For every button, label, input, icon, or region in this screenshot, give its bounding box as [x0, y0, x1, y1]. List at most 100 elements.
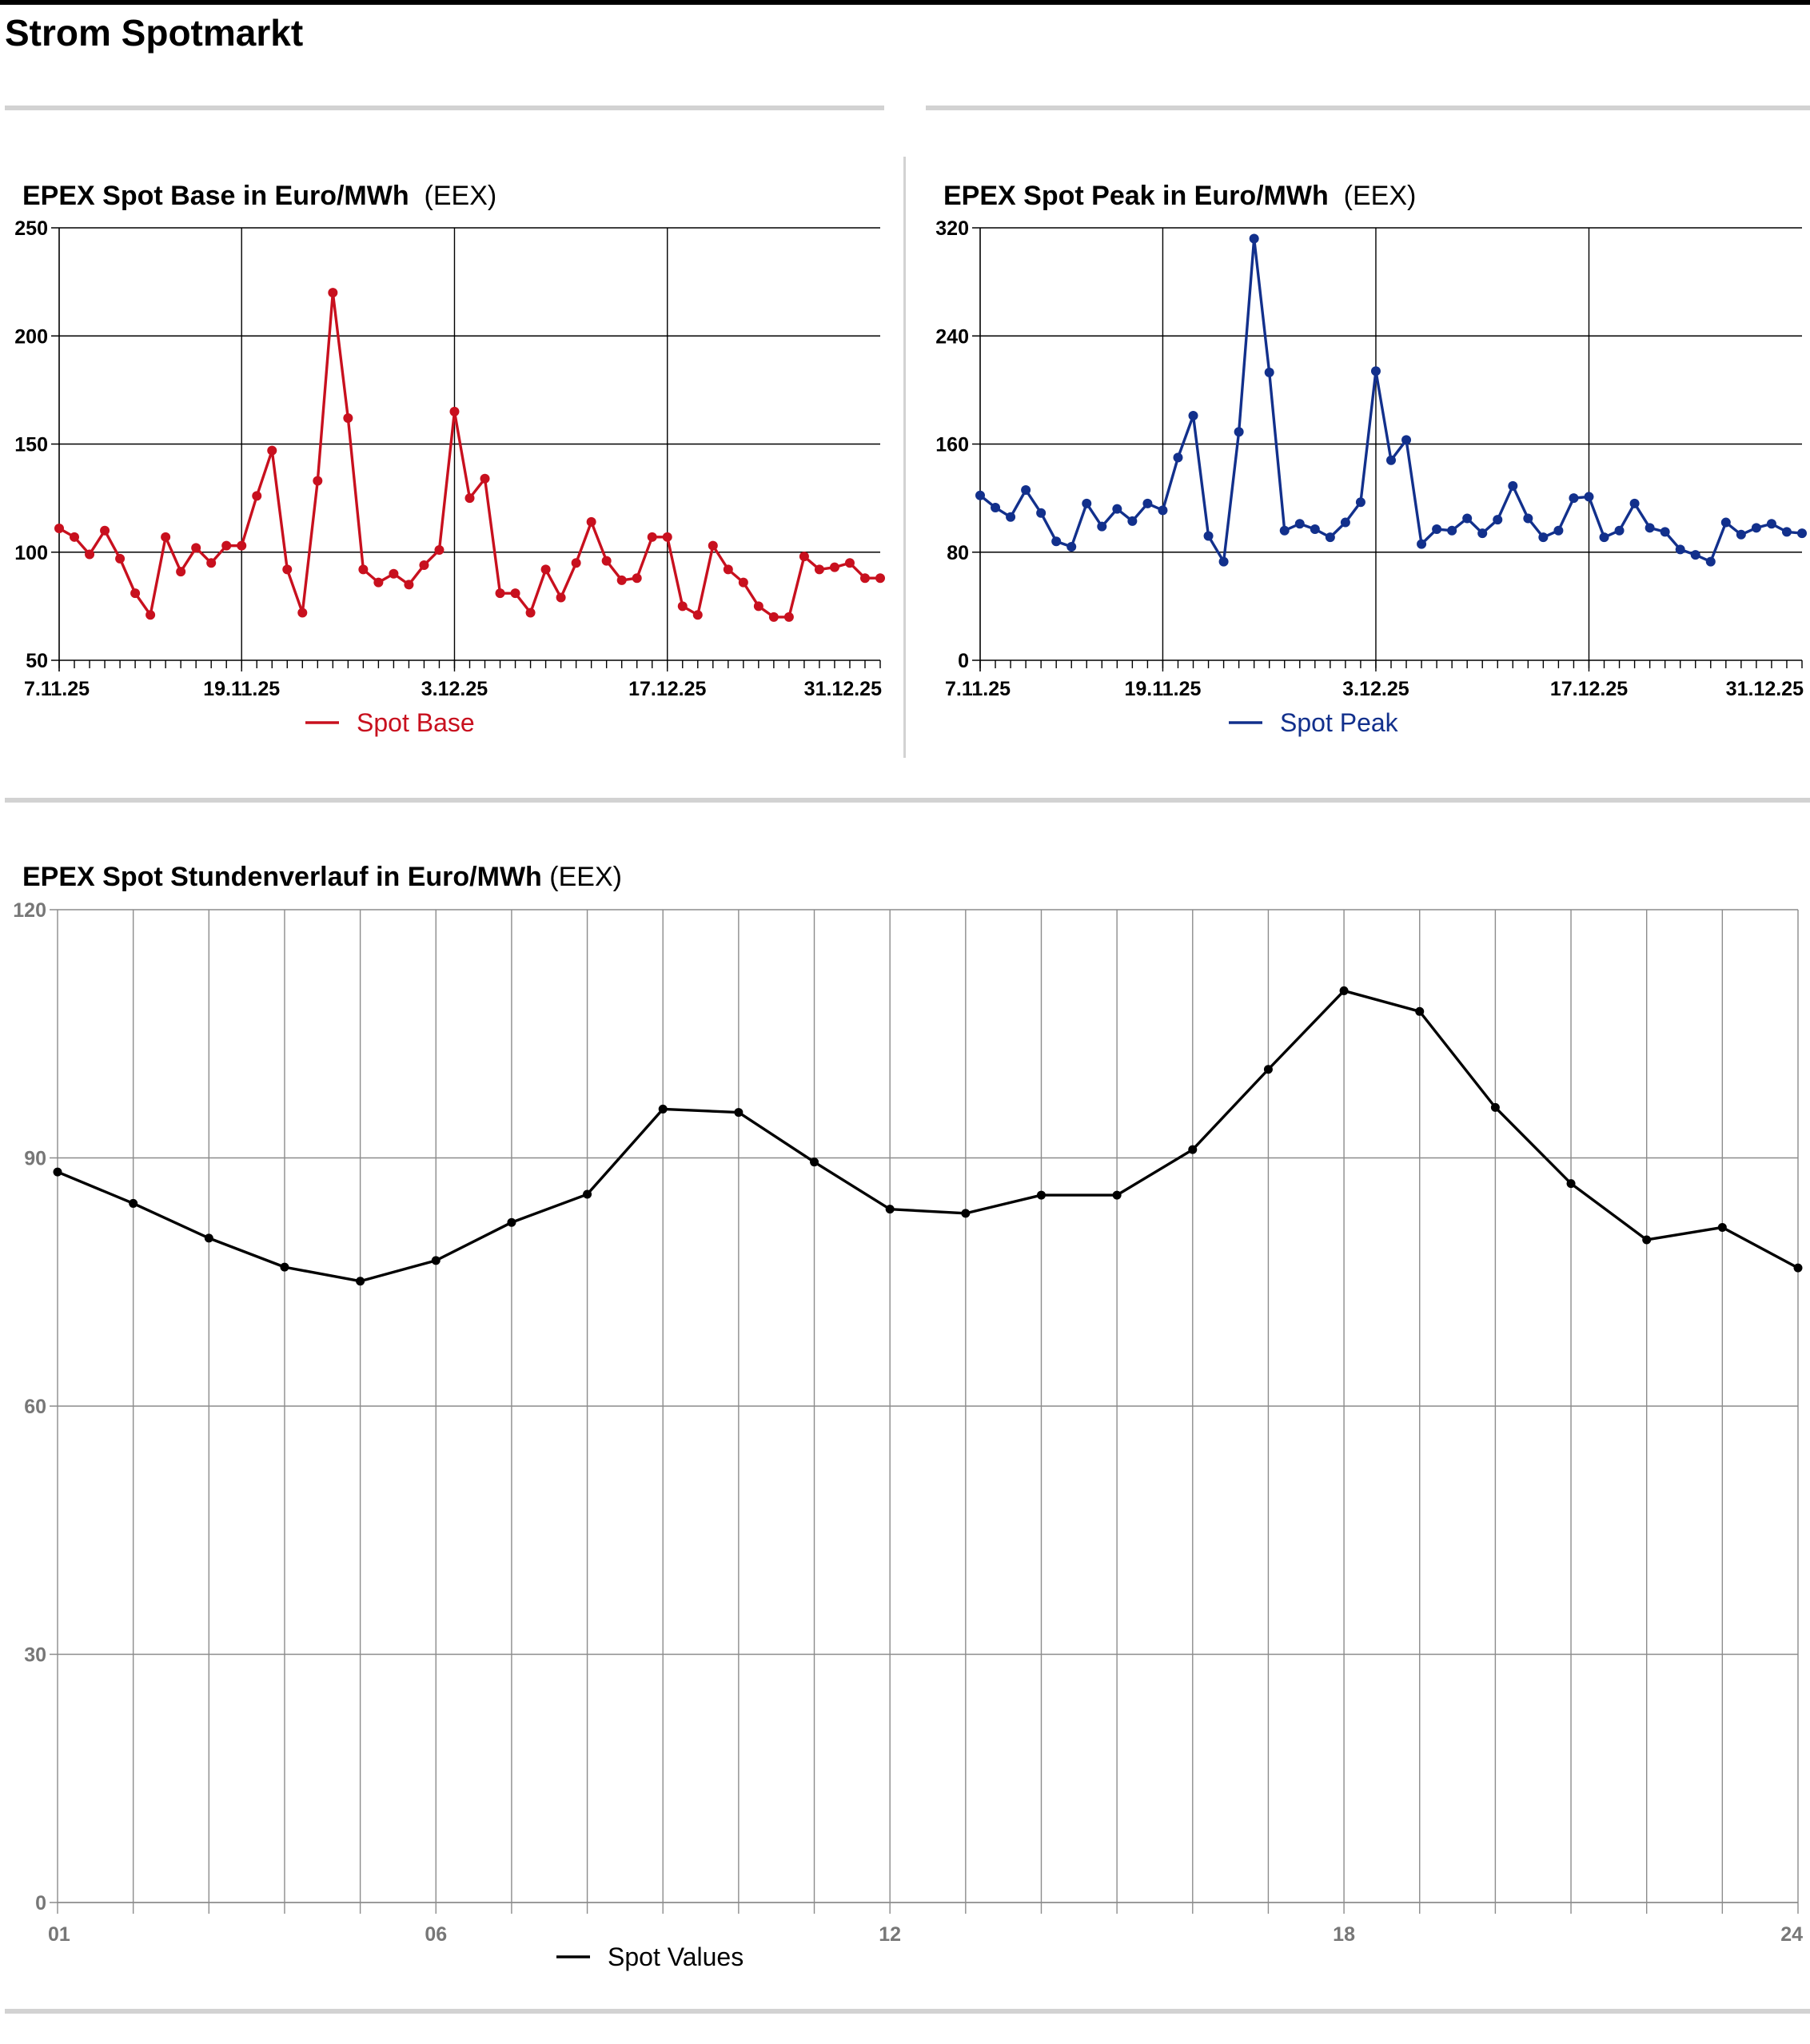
top-border: [0, 0, 1810, 5]
peak-y-tick-label: 80: [947, 542, 969, 564]
base-data-point: [221, 540, 232, 551]
base-data-point: [161, 532, 171, 542]
hourly-data-point: [961, 1209, 971, 1218]
peak-data-point: [1660, 527, 1670, 537]
peak-chart-title-text: EPEX Spot Peak in Euro/MWh: [943, 181, 1329, 211]
peak-data-point: [1386, 455, 1396, 465]
peak-data-point: [991, 502, 1001, 512]
hourly-x-tick-label: 12: [879, 1923, 901, 1946]
base-data-point: [692, 610, 703, 620]
hourly-data-point: [129, 1198, 138, 1208]
peak-data-point: [1021, 484, 1031, 495]
base-data-point: [677, 601, 688, 612]
peak-y-tick-label: 160: [935, 434, 969, 456]
hourly-data-point: [204, 1233, 213, 1243]
base-data-point: [586, 516, 596, 527]
base-chart-source: (EEX): [424, 181, 497, 211]
peak-data-point: [1508, 480, 1518, 491]
base-data-point: [632, 573, 642, 584]
base-y-tick-label: 150: [14, 434, 48, 456]
hourly-data-point: [1188, 1145, 1198, 1154]
base-data-point: [206, 558, 217, 568]
base-data-point: [100, 525, 110, 536]
hourly-x-tick-label: 18: [1333, 1923, 1355, 1946]
hourly-data-point: [1566, 1179, 1576, 1189]
base-data-point: [115, 553, 126, 564]
peak-y-tick-label: 0: [958, 650, 969, 672]
hourly-chart-source: (EEX): [549, 862, 622, 892]
hourly-data-point: [356, 1277, 365, 1286]
peak-x-tick-label: 17.12.25: [1550, 678, 1628, 700]
peak-chart-source: (EEX): [1343, 181, 1417, 211]
peak-data-point: [1401, 435, 1412, 445]
peak-data-point: [1781, 527, 1792, 537]
base-data-point: [404, 580, 414, 590]
base-data-point: [540, 564, 551, 575]
hourly-y-tick-label: 120: [13, 899, 46, 922]
base-data-point: [738, 577, 748, 588]
hourly-data-point: [280, 1262, 289, 1272]
base-data-point: [723, 564, 733, 575]
base-x-tick-label: 31.12.25: [804, 678, 882, 700]
base-x-tick-label: 7.11.25: [24, 678, 90, 700]
hourly-data-point: [734, 1108, 744, 1118]
peak-data-point: [1584, 492, 1594, 502]
base-data-point: [449, 406, 460, 416]
peak-data-point: [1066, 541, 1077, 552]
peak-data-point: [1797, 528, 1807, 539]
peak-data-point: [1477, 528, 1488, 539]
peak-data-point: [1629, 498, 1640, 508]
peak-data-point: [1766, 519, 1776, 529]
hourly-chart-title-text: EPEX Spot Stundenverlauf in Euro/MWh: [22, 862, 542, 892]
hourly-data-point: [431, 1256, 441, 1265]
hourly-x-tick-label: 24: [1780, 1923, 1803, 1946]
peak-data-point: [1645, 523, 1655, 533]
base-x-tick-label: 17.12.25: [628, 678, 706, 700]
base-data-point: [146, 610, 156, 620]
hourly-data-point: [1112, 1190, 1122, 1200]
hourly-chart-title: EPEX Spot Stundenverlauf in Euro/MWh (EE…: [22, 862, 622, 893]
base-chart-title-text: EPEX Spot Base in Euro/MWh: [22, 181, 409, 211]
hourly-data-point: [885, 1205, 895, 1214]
divider-right: [926, 106, 1810, 110]
base-data-point: [859, 573, 870, 584]
base-data-point: [389, 568, 399, 579]
base-data-point: [343, 413, 353, 424]
peak-data-point: [1614, 525, 1625, 536]
peak-data-point: [1051, 536, 1062, 547]
peak-data-point: [1082, 498, 1092, 508]
base-data-point: [237, 540, 247, 551]
peak-data-point: [975, 490, 985, 500]
peak-data-point: [1097, 521, 1107, 532]
hourly-x-tick-label: 01: [48, 1923, 70, 1946]
base-data-point: [54, 523, 64, 533]
hourly-data-point: [1036, 1190, 1046, 1200]
peak-chart-title: EPEX Spot Peak in Euro/MWh (EEX): [943, 181, 1416, 212]
divider-left: [5, 106, 884, 110]
base-data-point: [267, 445, 277, 456]
peak-data-point: [1325, 532, 1335, 543]
hourly-y-tick-label: 30: [24, 1644, 46, 1667]
peak-data-point: [1234, 427, 1244, 437]
base-data-point: [708, 540, 718, 551]
peak-series-line: [979, 237, 1803, 564]
base-y-tick-label: 250: [14, 217, 48, 240]
peak-data-point: [1203, 531, 1214, 541]
peak-data-point: [1751, 523, 1761, 533]
hourly-data-point: [53, 1167, 62, 1177]
peak-data-point: [1538, 532, 1549, 543]
base-data-point: [252, 491, 262, 501]
base-data-point: [85, 549, 95, 560]
peak-data-point: [1523, 513, 1533, 524]
peak-y-tick-label: 320: [935, 217, 969, 240]
page-title: Strom Spotmarkt: [5, 12, 304, 54]
peak-data-point: [1736, 529, 1746, 540]
base-data-point: [616, 575, 627, 585]
base-data-point: [525, 608, 536, 618]
peak-data-point: [1690, 550, 1700, 560]
peak-data-point: [1279, 525, 1290, 536]
hourly-data-point: [1717, 1222, 1727, 1232]
base-data-point: [419, 560, 429, 570]
hourly-y-tick-label: 0: [35, 1892, 46, 1915]
